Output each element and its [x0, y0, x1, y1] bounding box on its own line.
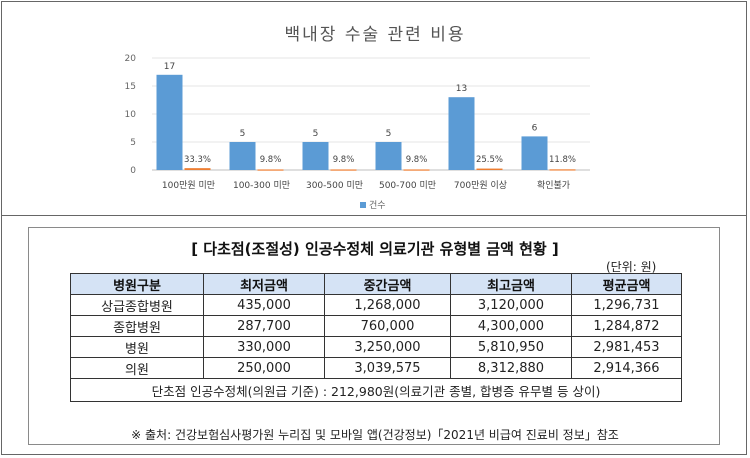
bar-ratio [476, 168, 503, 170]
bar-chart: 백내장 수술 관련 비용 0 5 10 15 20 17 33.3% 5 9.8% 5 9.8% 5… [125, 25, 590, 211]
data-label: 17 [164, 62, 175, 72]
table-cell: 병원 [70, 336, 204, 358]
header-cell: 최고금액 [450, 273, 572, 295]
table-note-row: 단초점 인공수정체(의원급 기준) : 212,980원(의료기관 종별, 합병… [70, 378, 682, 402]
data-label: 13 [456, 84, 467, 94]
x-tick-label: 500-700 미만 [379, 180, 436, 191]
bar-ratio [257, 169, 284, 171]
x-tick-label: 확인불가 [537, 179, 570, 191]
section-divider [1, 215, 747, 216]
table-cell: 1,268,000 [324, 294, 451, 316]
unit-label: (단위: 원) [606, 260, 657, 274]
header-cell: 병원구분 [70, 273, 204, 295]
data-label: 6 [532, 123, 538, 133]
bar-count [448, 97, 475, 170]
table-cell: 760,000 [324, 315, 451, 337]
data-label: 5 [240, 129, 246, 139]
bar-count [229, 142, 256, 170]
pct-label: 9.8% [260, 155, 282, 165]
table-row: 의원 250,000 3,039,575 8,312,880 2,914,366 [70, 357, 682, 379]
x-tick-label: 100만원 미만 [162, 180, 215, 191]
table-cell: 의원 [70, 357, 204, 379]
table-note: 단초점 인공수정체(의원급 기준) : 212,980원(의료기관 종별, 합병… [70, 378, 682, 402]
table-header-row: 병원구분 최저금액 중간금액 최고금액 평균금액 [70, 273, 682, 295]
bar-count [521, 136, 548, 170]
table-cell: 5,810,950 [450, 336, 572, 358]
header-cell: 중간금액 [324, 273, 451, 295]
pct-label: 9.8% [406, 155, 428, 165]
table-cell: 435,000 [203, 294, 325, 316]
y-tick-label: 0 [130, 166, 136, 176]
pct-label: 33.3% [184, 155, 211, 165]
bar-ratio [330, 169, 357, 171]
table-cell: 287,700 [203, 315, 325, 337]
table-title: [ 다초점(조절성) 인공수정체 의료기관 유형별 금액 현황 ] [191, 240, 559, 258]
chart-title: 백내장 수술 관련 비용 [285, 25, 466, 45]
y-tick-label: 5 [130, 138, 136, 148]
header-cell: 평균금액 [571, 273, 682, 295]
data-label: 5 [386, 129, 392, 139]
data-label: 5 [313, 129, 319, 139]
x-tick-label: 300-500 미만 [306, 180, 363, 191]
pct-label: 11.8% [549, 155, 576, 165]
x-tick-label: 100-300 미만 [233, 180, 290, 191]
bar-ratio [184, 168, 211, 170]
source-note: ※ 출처: 건강보험심사평가원 누리집 및 모바일 앱(건강정보)「2021년 … [131, 428, 619, 442]
x-tick-label: 700만원 이상 [454, 180, 507, 191]
cost-table: 병원구분 최저금액 중간금액 최고금액 평균금액 상급종합병원 435,000 … [70, 273, 682, 402]
table-row: 상급종합병원 435,000 1,268,000 3,120,000 1,296… [70, 294, 682, 316]
pct-label: 9.8% [333, 155, 355, 165]
table-row: 종합병원 287,700 760,000 4,300,000 1,284,872 [70, 315, 682, 337]
table-cell: 상급종합병원 [70, 294, 204, 316]
bar-ratio [403, 169, 430, 171]
table-cell: 250,000 [203, 357, 325, 379]
table-panel [28, 227, 720, 445]
table-cell: 3,120,000 [450, 294, 572, 316]
bar-count [375, 142, 402, 170]
legend-swatch [360, 202, 366, 208]
legend-label: 건수 [369, 200, 386, 211]
table-cell: 8,312,880 [450, 357, 572, 379]
table-cell: 1,284,872 [571, 315, 682, 337]
table-row: 병원 330,000 3,250,000 5,810,950 2,981,453 [70, 336, 682, 358]
table-cell: 3,039,575 [324, 357, 451, 379]
y-tick-label: 15 [125, 82, 136, 92]
bar-count [156, 74, 183, 170]
y-tick-label: 10 [125, 110, 137, 120]
bar-count [302, 142, 329, 170]
table-cell: 종합병원 [70, 315, 204, 337]
table-cell: 2,981,453 [571, 336, 682, 358]
table-cell: 1,296,731 [571, 294, 682, 316]
y-tick-label: 20 [125, 54, 137, 64]
table-cell: 2,914,366 [571, 357, 682, 379]
header-cell: 최저금액 [203, 273, 325, 295]
table-cell: 3,250,000 [324, 336, 451, 358]
bar-ratio [549, 169, 576, 171]
table-cell: 4,300,000 [450, 315, 572, 337]
table-cell: 330,000 [203, 336, 325, 358]
pct-label: 25.5% [476, 155, 503, 165]
